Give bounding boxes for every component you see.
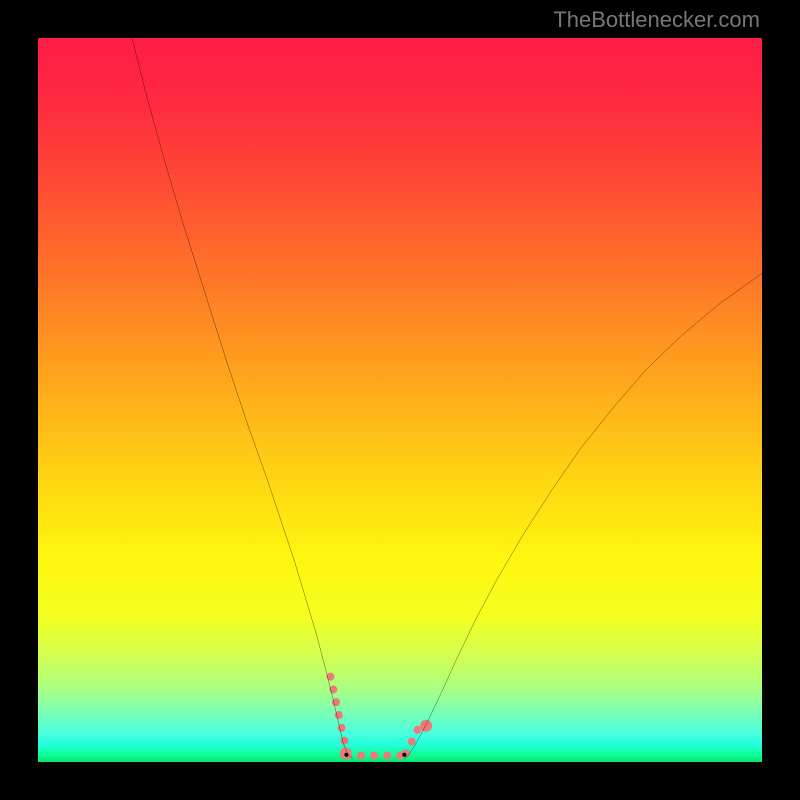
plot-svg bbox=[38, 38, 762, 762]
watermark-text: TheBottlenecker.com bbox=[553, 7, 760, 33]
plot-area bbox=[38, 38, 762, 762]
curve-right bbox=[404, 273, 762, 759]
dotted-overlay bbox=[330, 677, 421, 756]
curve-left bbox=[132, 38, 353, 759]
